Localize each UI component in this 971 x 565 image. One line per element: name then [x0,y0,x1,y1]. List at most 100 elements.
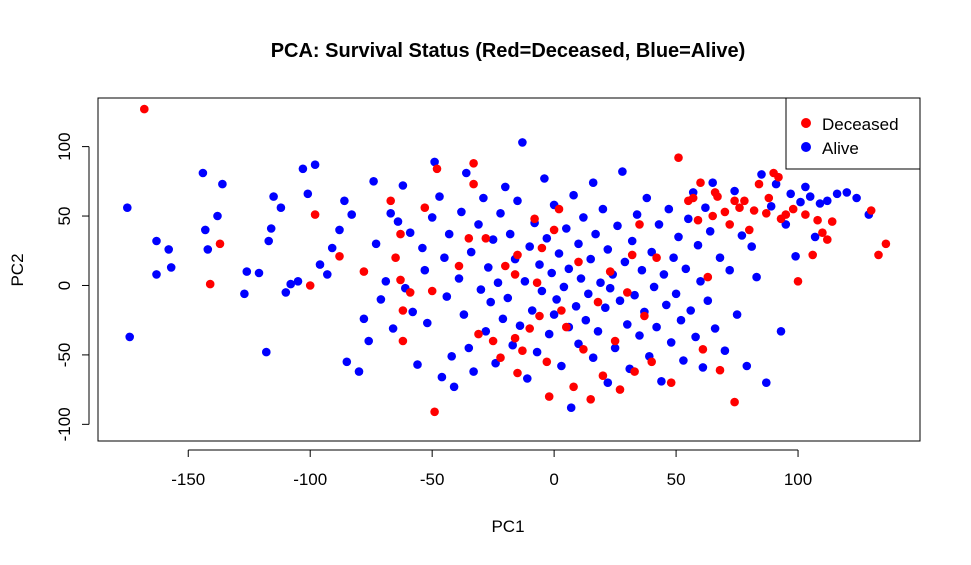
point-deceased [542,357,552,367]
point-alive [323,270,332,279]
point-alive [544,329,554,339]
point-alive [454,274,464,283]
point-alive [540,174,549,183]
point-deceased [720,207,730,217]
point-alive [315,260,325,269]
point-deceased [544,392,554,401]
point-alive [596,278,605,288]
legend-label-deceased: Deceased [822,115,899,134]
point-alive [574,339,583,349]
point-alive [515,321,525,331]
point-alive [269,192,278,201]
point-alive [603,378,613,388]
point-deceased [874,250,883,260]
point-alive [213,211,222,221]
point-deceased [554,204,564,214]
point-alive [476,285,486,294]
point-deceased [693,215,703,225]
point-deceased [781,210,791,219]
point-deceased [801,210,810,219]
point-deceased [430,407,439,417]
point-alive [369,177,378,186]
point-deceased [696,178,705,187]
point-alive [557,361,566,371]
point-alive [766,202,776,211]
point-alive [693,240,703,250]
point-alive [615,296,625,306]
point-alive [254,268,264,278]
point-deceased [708,211,717,221]
point-alive [298,164,308,174]
point-alive [823,196,832,206]
point-alive [437,372,447,382]
point-deceased [698,345,708,354]
point-alive [449,382,459,392]
legend-marker-deceased [801,118,811,128]
point-alive [781,220,791,229]
point-alive [430,157,439,167]
point-alive [669,253,678,262]
point-deceased [688,193,698,203]
point-deceased [525,324,534,333]
point-alive [413,360,422,369]
point-alive [405,228,415,237]
point-deceased [359,267,369,276]
point-alive [664,204,674,214]
legend: Deceased Alive [785,97,921,170]
point-alive [474,220,483,229]
point-alive [503,293,513,303]
point-deceased [405,288,415,297]
point-deceased [666,378,676,388]
point-alive [166,263,176,272]
point-deceased [823,235,832,244]
point-alive [293,277,303,286]
point-alive [125,332,134,342]
point-deceased [605,267,615,276]
point-alive [671,289,681,299]
point-deceased [627,250,637,260]
point-deceased [501,261,510,271]
point-alive [564,264,574,274]
point-alive [457,207,466,217]
point-alive [598,204,608,214]
point-alive [535,260,544,269]
point-alive [303,189,313,199]
point-deceased [715,365,725,375]
plot-border [97,97,921,442]
point-alive [276,203,286,212]
point-alive [705,227,715,236]
point-alive [730,186,739,196]
point-deceased [335,251,344,261]
point-alive [762,378,771,388]
point-deceased [574,257,583,267]
point-alive [659,270,669,279]
legend-box [785,97,921,170]
point-deceased [513,368,522,378]
point-alive [710,324,720,333]
point-deceased [549,225,559,235]
point-alive [447,352,457,361]
point-deceased [640,311,649,321]
point-alive [679,356,688,365]
point-alive [554,249,564,258]
point-deceased [630,367,639,376]
point-alive [686,306,695,315]
point-deceased [398,306,408,315]
point-alive [335,225,344,235]
point-alive [198,168,208,178]
point-deceased [469,179,478,189]
point-alive [347,210,357,219]
point-deceased [140,104,149,114]
point-deceased [396,229,405,239]
point-alive [588,353,598,363]
point-alive [423,318,432,328]
point-deceased [513,250,522,260]
point-alive [684,214,693,224]
x-tick-label: 0 [549,470,558,489]
point-deceased [205,279,215,289]
point-alive [459,310,469,319]
point-alive [571,302,581,311]
point-deceased [215,239,225,249]
point-alive [588,178,598,187]
point-deceased [610,336,620,346]
